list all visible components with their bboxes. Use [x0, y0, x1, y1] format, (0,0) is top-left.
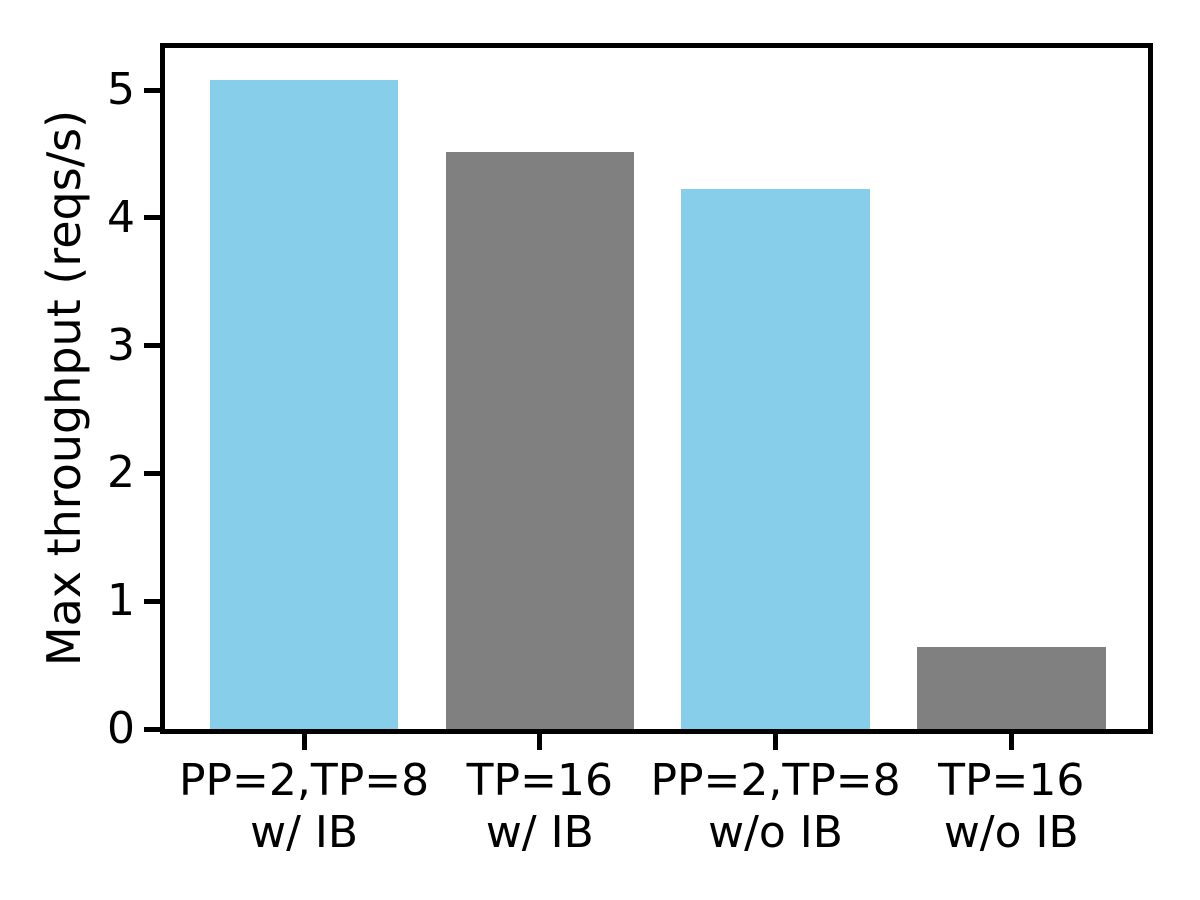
y-tick-mark [144, 726, 160, 732]
y-tick-label: 5 [107, 64, 135, 116]
x-tick-mark [773, 734, 779, 750]
y-tick-mark [144, 598, 160, 604]
x-tick-label: PP=2,TP=8 w/o IB [650, 755, 901, 858]
bar-1 [209, 79, 399, 729]
x-tick-label: PP=2,TP=8 w/ IB [178, 755, 430, 858]
y-tick-mark [144, 470, 160, 476]
x-tick-label: TP=16 w/o IB [938, 755, 1085, 858]
y-tick-label: 4 [107, 191, 135, 243]
x-tick-mark [537, 734, 543, 750]
x-tick-label: TP=16 w/ IB [466, 755, 613, 858]
bar-2 [445, 151, 635, 729]
bar-3 [681, 188, 870, 729]
y-tick-mark [144, 215, 160, 221]
y-axis-label: Max throughput (reqs/s) [37, 109, 91, 667]
y-tick-label: 3 [107, 319, 135, 371]
y-tick-label: 0 [107, 703, 135, 754]
y-tick-mark [144, 87, 160, 93]
bar-4 [916, 647, 1106, 729]
plot-area: 0 1 2 3 4 5 PP=2,TP=8 w/ IB TP=16 w/ IB PP=2,TP=… [107, 43, 1153, 858]
x-tick-mark [301, 734, 307, 750]
y-tick-label: 1 [107, 575, 135, 627]
x-tick-mark [1008, 734, 1014, 750]
y-tick-mark [144, 343, 160, 349]
y-tick-label: 2 [107, 447, 135, 499]
